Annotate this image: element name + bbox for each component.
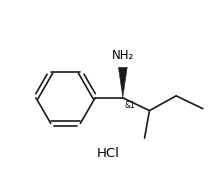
- Text: HCl: HCl: [97, 147, 119, 160]
- Text: &1: &1: [125, 101, 135, 110]
- Polygon shape: [118, 67, 127, 98]
- Text: NH₂: NH₂: [112, 49, 134, 62]
